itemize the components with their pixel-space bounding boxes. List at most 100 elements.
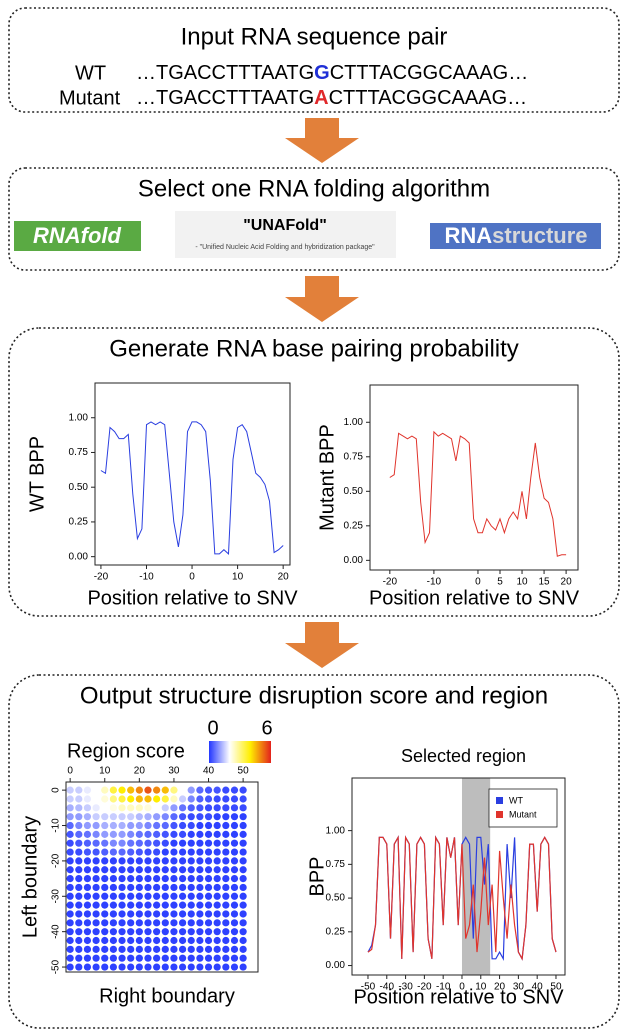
x-tick-label: -10 [139, 572, 154, 583]
y-tick-label: 0.00 [69, 551, 89, 562]
score-dot [118, 813, 126, 821]
score-dot [83, 804, 92, 812]
score-dot [92, 795, 100, 803]
plot-frame [94, 382, 291, 566]
score-dot [83, 821, 92, 830]
score-dot [178, 883, 187, 892]
logo-subtitle: - "Unified Nucleic Acid Folding and hybr… [195, 244, 375, 251]
score-dot [178, 857, 187, 865]
score-dot [187, 786, 195, 794]
score-dot [230, 928, 239, 936]
x-tick-label: 10 [99, 766, 111, 777]
score-dot [153, 848, 161, 856]
y-axis-label: Left boundary [19, 816, 41, 938]
score-dot [213, 928, 221, 936]
score-dot [135, 963, 143, 971]
score-dot [135, 795, 143, 803]
score-dot [213, 963, 221, 971]
x-tick-label: 40 [532, 982, 544, 993]
score-dot [92, 830, 100, 838]
step-title: Output structure disruption score and re… [80, 682, 548, 709]
score-dot [170, 804, 178, 812]
score-dot [135, 813, 143, 821]
score-dot [144, 857, 152, 865]
score-dot [83, 945, 92, 953]
score-dot [101, 954, 109, 962]
score-dot [153, 786, 161, 794]
y-tick-label: 0.50 [69, 482, 89, 493]
score-dot [204, 848, 213, 856]
score-dot [204, 928, 213, 936]
score-dot [196, 857, 204, 865]
y-tick-label: 1.00 [69, 412, 89, 423]
score-dot [230, 945, 239, 953]
score-dot [161, 963, 169, 971]
score-dot [204, 830, 213, 838]
score-dot [144, 945, 152, 953]
score-dot [204, 892, 213, 900]
y-tick-label: -40 [51, 924, 62, 939]
score-dot [187, 963, 195, 971]
score-dot [161, 919, 169, 927]
score-dot [187, 945, 195, 953]
x-tick-label: 0 [459, 982, 465, 993]
score-dot [213, 857, 221, 865]
score-dot [75, 936, 83, 945]
step-box [8, 674, 620, 1029]
score-dot [66, 936, 74, 945]
x-tick-label: -10 [427, 577, 442, 588]
score-dot [92, 804, 100, 812]
score-dot [75, 883, 83, 892]
score-dot [101, 795, 109, 803]
score-dot [101, 883, 109, 892]
score-dot [153, 830, 161, 838]
score-dot [230, 874, 239, 883]
score-dot [75, 839, 83, 847]
score-dot [204, 804, 213, 812]
score-dot [66, 963, 74, 971]
score-dot [144, 830, 152, 838]
y-tick-label: 0.25 [69, 517, 89, 528]
score-dot [83, 901, 92, 909]
score-dot [144, 928, 152, 936]
score-dot [239, 901, 247, 909]
score-dot [127, 936, 135, 945]
score-dot [187, 813, 195, 821]
score-dot [178, 866, 187, 874]
score-dot [75, 928, 83, 936]
score-dot [75, 804, 83, 812]
score-dot [161, 954, 169, 962]
score-dot [109, 919, 117, 927]
y-tick-label: -30 [51, 889, 62, 904]
score-dot [66, 919, 74, 927]
score-dot [118, 857, 126, 865]
score-dot [92, 874, 100, 883]
score-dot [170, 945, 178, 953]
score-dot [213, 892, 221, 900]
score-dot [230, 839, 239, 847]
score-dot [75, 813, 83, 821]
score-dot [222, 795, 230, 803]
score-dot [213, 919, 221, 927]
score-dot [101, 901, 109, 909]
score-dot [178, 839, 187, 847]
x-tick-label: 20 [134, 766, 146, 777]
score-dot [153, 963, 161, 971]
score-dot [144, 883, 152, 892]
score-dot [135, 857, 143, 865]
score-dot [75, 795, 83, 803]
score-dot [239, 919, 247, 927]
score-dot [127, 963, 135, 971]
colorbar-title: Region score [67, 740, 185, 762]
score-dot [66, 786, 74, 794]
score-dot [178, 821, 187, 830]
score-dot [83, 813, 92, 821]
score-dot [66, 954, 74, 962]
score-dot [196, 795, 204, 803]
score-dot [230, 954, 239, 962]
score-dot [187, 839, 195, 847]
score-dot [109, 954, 117, 962]
score-dot [187, 954, 195, 962]
score-dot [196, 919, 204, 927]
